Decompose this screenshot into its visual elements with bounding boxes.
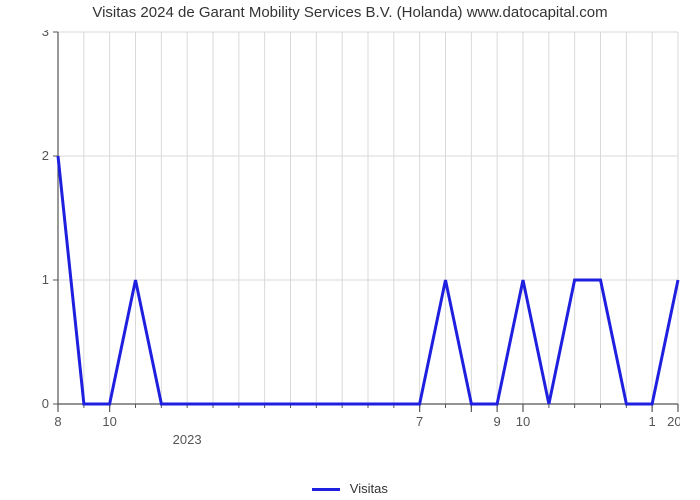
svg-text:8: 8: [54, 414, 61, 429]
svg-text:7: 7: [416, 414, 423, 429]
legend-label: Visitas: [350, 481, 388, 496]
svg-text:0: 0: [42, 396, 49, 411]
chart-container: Visitas 2024 de Garant Mobility Services…: [0, 0, 700, 500]
legend-swatch: [312, 488, 340, 491]
chart-svg: 8 10 7 9 10 1 202 2023 0 1 2 3: [40, 30, 680, 450]
svg-text:202: 202: [667, 414, 680, 429]
chart-title: Visitas 2024 de Garant Mobility Services…: [0, 4, 700, 21]
svg-text:9: 9: [494, 414, 501, 429]
svg-text:3: 3: [42, 30, 49, 39]
svg-text:1: 1: [42, 272, 49, 287]
plot-area: 8 10 7 9 10 1 202 2023 0 1 2 3: [40, 30, 680, 450]
legend: Visitas: [0, 481, 700, 496]
svg-text:10: 10: [102, 414, 116, 429]
svg-text:1: 1: [649, 414, 656, 429]
svg-text:10: 10: [516, 414, 530, 429]
svg-text:2: 2: [42, 148, 49, 163]
svg-text:2023: 2023: [173, 432, 202, 447]
